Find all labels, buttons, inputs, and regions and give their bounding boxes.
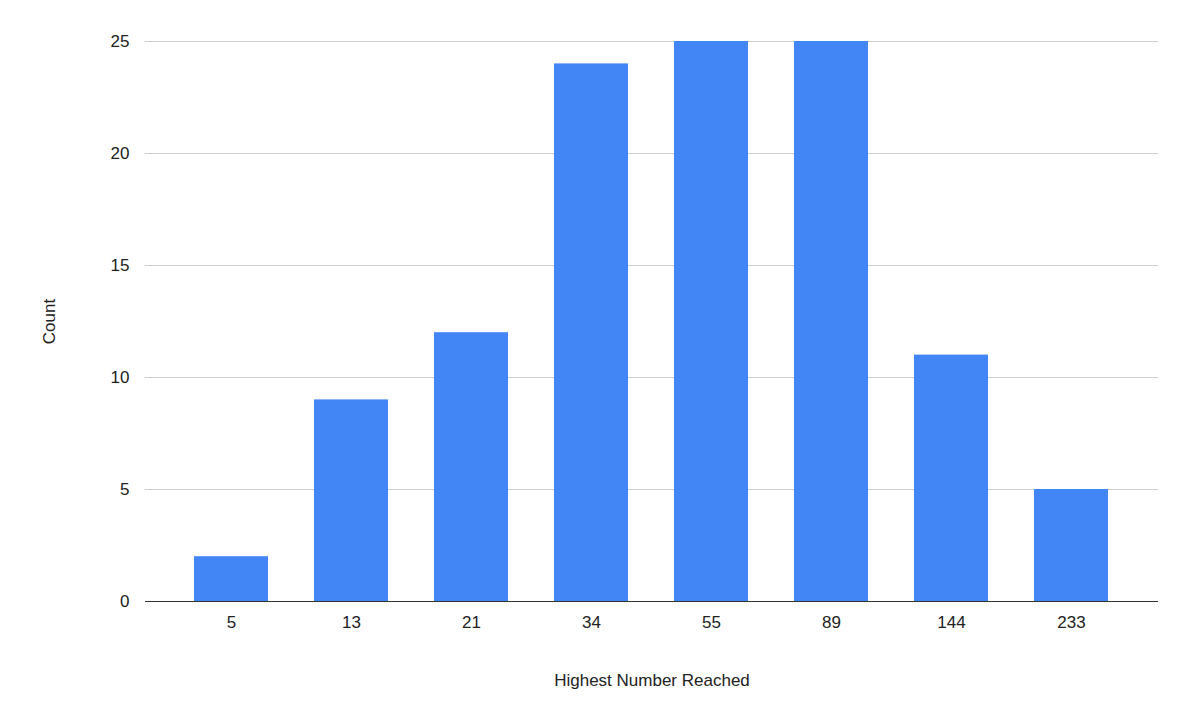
- svg-text:5: 5: [120, 480, 129, 499]
- svg-text:Highest Number Reached: Highest Number Reached: [554, 671, 750, 690]
- svg-text:0: 0: [120, 592, 129, 611]
- svg-text:89: 89: [822, 613, 841, 632]
- svg-text:233: 233: [1057, 613, 1085, 632]
- svg-text:5: 5: [227, 613, 236, 632]
- svg-text:13: 13: [342, 613, 361, 632]
- svg-text:10: 10: [111, 368, 130, 387]
- svg-text:144: 144: [937, 613, 965, 632]
- svg-text:34: 34: [582, 613, 601, 632]
- svg-text:Count: Count: [40, 299, 59, 345]
- svg-text:15: 15: [111, 256, 130, 275]
- svg-text:55: 55: [702, 613, 721, 632]
- svg-text:20: 20: [111, 144, 130, 163]
- svg-text:21: 21: [462, 613, 481, 632]
- svg-text:25: 25: [111, 32, 130, 51]
